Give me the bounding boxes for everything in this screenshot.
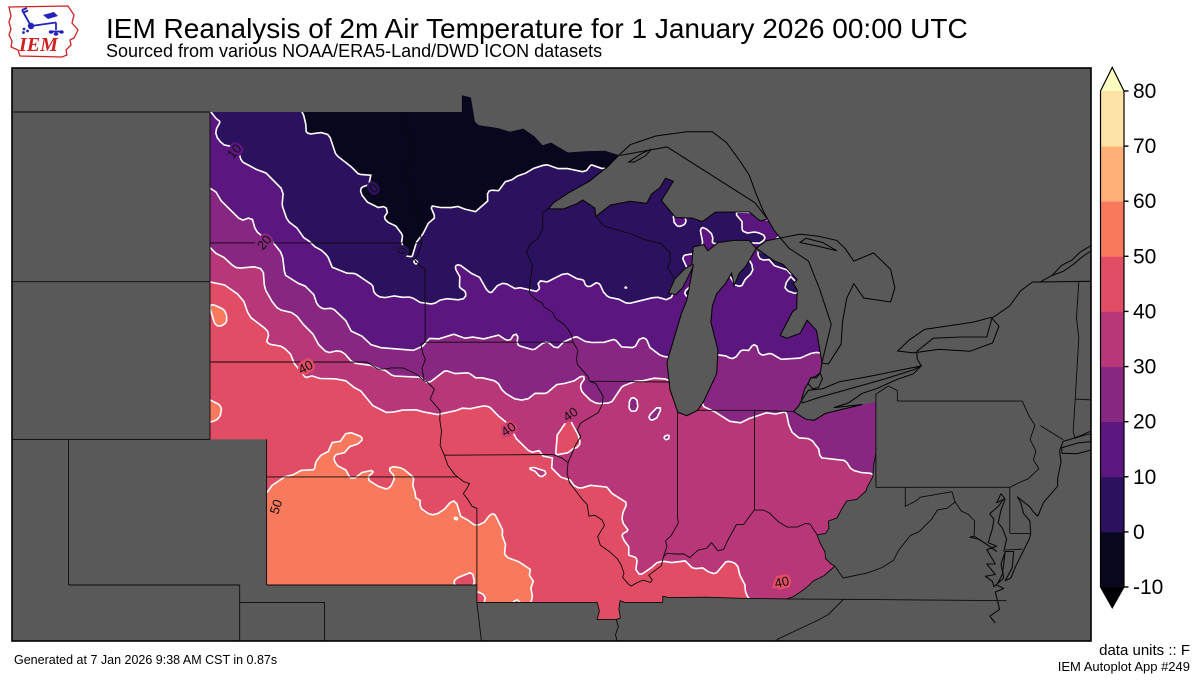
svg-text:80: 80 <box>1133 80 1156 103</box>
svg-text:70: 70 <box>1133 135 1156 158</box>
svg-text:40: 40 <box>773 573 790 591</box>
svg-text:-10: -10 <box>1133 576 1163 599</box>
svg-text:10: 10 <box>1133 466 1156 489</box>
svg-text:20: 20 <box>1133 411 1156 434</box>
svg-text:IEM Reanalysis of 2m Air Tempe: IEM Reanalysis of 2m Air Temperature for… <box>106 13 968 44</box>
svg-text:30: 30 <box>1133 356 1156 379</box>
svg-text:40: 40 <box>1133 300 1156 323</box>
svg-text:Sourced from various NOAA/ERA5: Sourced from various NOAA/ERA5-Land/DWD … <box>106 41 602 61</box>
svg-text:data units :: F: data units :: F <box>1099 642 1190 659</box>
svg-text:0: 0 <box>1133 521 1145 544</box>
svg-text:IEM Autoplot App #249: IEM Autoplot App #249 <box>1058 659 1190 674</box>
svg-text:50: 50 <box>1133 245 1156 268</box>
svg-text:60: 60 <box>1133 190 1156 213</box>
svg-text:IEM: IEM <box>18 34 59 56</box>
svg-text:Generated at 7 Jan 2026 9:38 A: Generated at 7 Jan 2026 9:38 AM CST in 0… <box>14 653 277 667</box>
